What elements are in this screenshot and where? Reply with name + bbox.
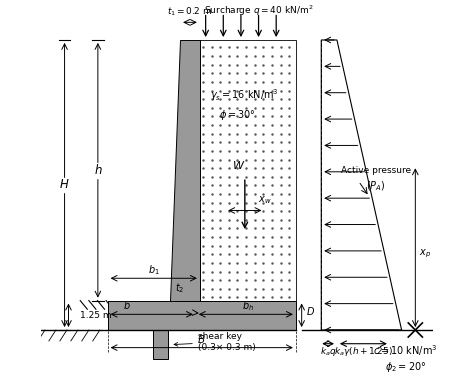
Text: $c = 10$ kN/m$^3$: $c = 10$ kN/m$^3$: [374, 344, 438, 358]
Text: $H$: $H$: [59, 179, 70, 191]
Text: Surcharge $q = 40$ kN/m$^2$: Surcharge $q = 40$ kN/m$^2$: [204, 3, 313, 18]
Text: $t_2$: $t_2$: [175, 281, 185, 295]
Text: 1.25 m: 1.25 m: [80, 311, 112, 320]
Text: shear key
(0.3× 0.3 m): shear key (0.3× 0.3 m): [174, 332, 255, 352]
Polygon shape: [170, 40, 200, 300]
Text: $(P_A)$: $(P_A)$: [366, 179, 386, 193]
Text: Active pressure: Active pressure: [341, 166, 411, 175]
Text: $k_a q$: $k_a q$: [319, 344, 336, 358]
Polygon shape: [200, 40, 296, 300]
Text: $x_w$: $x_w$: [258, 195, 271, 206]
Text: $B$: $B$: [198, 333, 206, 345]
Text: $b$: $b$: [123, 299, 131, 311]
Text: $x_p$: $x_p$: [419, 247, 431, 260]
Text: $k_a\gamma(h+1.25)$: $k_a\gamma(h+1.25)$: [334, 344, 393, 358]
Bar: [108, 300, 296, 330]
Text: $t_1= 0.2$ m: $t_1= 0.2$ m: [167, 5, 213, 18]
Text: $\phi = 30°$: $\phi = 30°$: [219, 108, 255, 122]
Text: $b_1$: $b_1$: [148, 264, 160, 277]
Text: $b_h$: $b_h$: [242, 299, 254, 313]
Text: $W$: $W$: [232, 159, 246, 171]
Bar: [153, 330, 168, 359]
Text: $\gamma_s = 16$ kN/m$^3$: $\gamma_s = 16$ kN/m$^3$: [210, 87, 279, 103]
Polygon shape: [321, 40, 401, 330]
Text: $h$: $h$: [93, 163, 102, 177]
Text: $D$: $D$: [306, 305, 315, 317]
Text: $\phi_2 = 20°$: $\phi_2 = 20°$: [385, 360, 426, 374]
